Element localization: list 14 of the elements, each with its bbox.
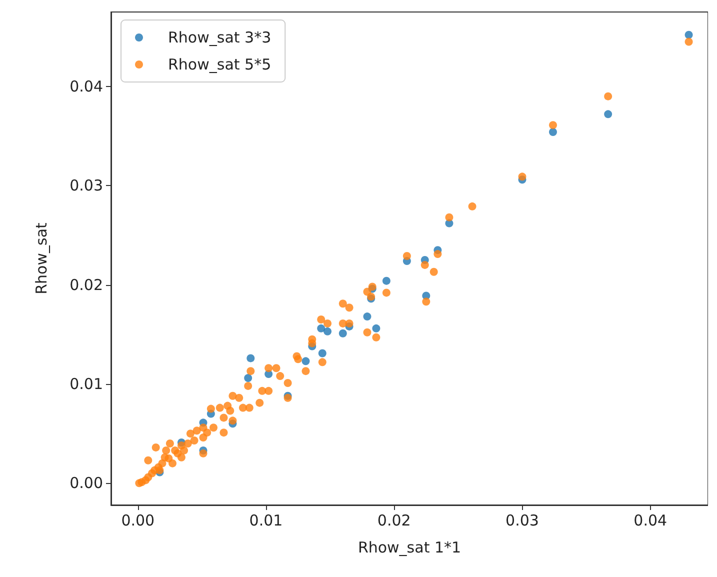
x-tick-label: 0.04 bbox=[634, 512, 668, 530]
y-tick-label: 0.01 bbox=[70, 374, 103, 393]
legend-label: Rhow_sat 5*5 bbox=[168, 56, 272, 74]
x-tick-label: 0.02 bbox=[377, 512, 411, 530]
y-tick-label: 0.04 bbox=[70, 77, 103, 96]
x-tick-label: 0.00 bbox=[121, 512, 155, 530]
x-tick-label: 0.01 bbox=[249, 512, 283, 530]
y-axis-title: Rhow_sat bbox=[32, 222, 50, 294]
x-tick-label: 0.03 bbox=[506, 512, 539, 530]
y-tick-label: 0.03 bbox=[70, 176, 103, 195]
legend-label: Rhow_sat 3*3 bbox=[168, 28, 272, 46]
y-tick-label: 0.02 bbox=[70, 276, 103, 294]
x-axis-title: Rhow_sat 1*1 bbox=[358, 538, 462, 556]
y-tick-label: 0.00 bbox=[70, 474, 103, 492]
